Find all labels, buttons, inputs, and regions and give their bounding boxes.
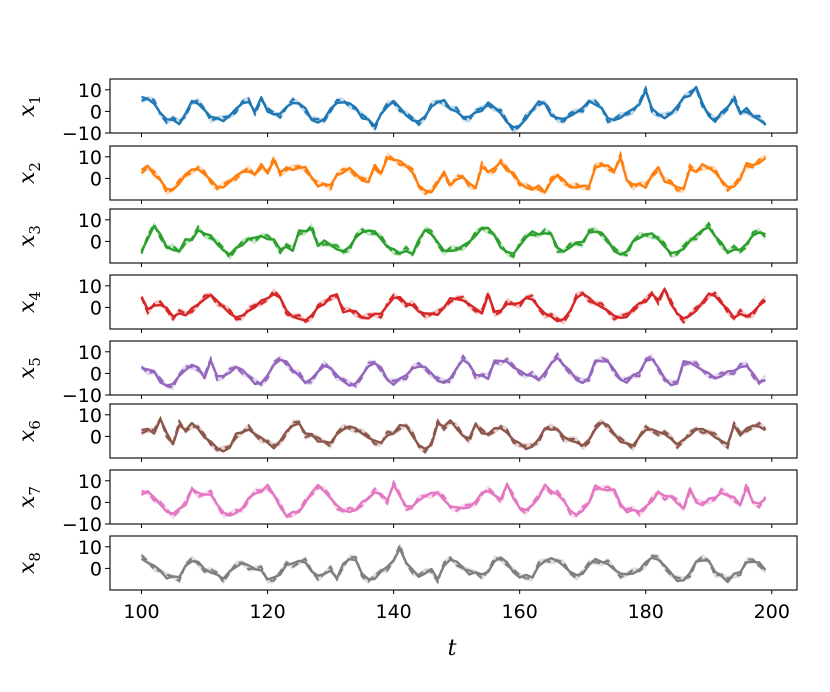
y-label-subscript: 1 [26, 95, 44, 105]
y-tick-label: 10 [78, 471, 102, 493]
y-label-main: x [15, 104, 40, 117]
panel-7-frame [109, 469, 798, 525]
x-tick-label: 120 [249, 601, 285, 623]
panel-1-frame [109, 78, 798, 134]
panel-8: 100 x8 [15, 535, 798, 594]
panel-8-solid-series [140, 547, 767, 584]
y-axis-label-1: x1 [15, 95, 44, 117]
y-label-subscript: 4 [26, 291, 44, 301]
panel-4: 100 x4 [15, 274, 798, 333]
panel-7-plot [140, 479, 767, 520]
panel-3-frame [109, 208, 798, 264]
panel-7-dashed-series [141, 479, 767, 519]
y-tick-label: 0 [90, 558, 102, 580]
panel-4-solid-series [140, 287, 767, 323]
panel-8-frame [109, 535, 798, 591]
panel-8-band [141, 542, 766, 585]
panel-4-frame [109, 274, 798, 330]
y-label-subscript: 7 [26, 486, 44, 496]
panel-4-plot [140, 286, 767, 325]
panel-5-plot [140, 351, 767, 391]
y-tick-label: 0 [90, 101, 102, 123]
y-label-main: x [15, 495, 40, 508]
panel-2-band [141, 151, 766, 197]
y-tick-label: 0 [90, 363, 102, 385]
y-label-subscript: 5 [26, 357, 44, 367]
y-tick-label: 10 [78, 147, 102, 169]
y-axis-label-8: x8 [15, 552, 44, 574]
y-label-main: x [15, 300, 40, 313]
panel-8-plot [140, 541, 767, 585]
y-axis-label-7: x7 [15, 486, 44, 508]
panel-2-frame [109, 145, 798, 201]
panel-5-dashed-series [140, 351, 767, 389]
y-tick-label: −10 [62, 514, 102, 536]
y-tick-label: 10 [78, 80, 102, 102]
panel-6: 100 x6 [15, 403, 798, 462]
y-axis-label-2: x2 [15, 162, 44, 184]
y-label-main: x [15, 429, 40, 442]
panel-3-solid-series [140, 224, 766, 256]
panel-1: 100−10 x1 [15, 78, 798, 145]
y-label-subscript: 6 [26, 420, 44, 430]
y-tick-label: −10 [62, 123, 102, 145]
panel-2-dashed-series [140, 150, 766, 196]
panel-7: 100−10 x7 [15, 469, 798, 536]
y-tick-label: 10 [78, 537, 102, 559]
x-tick-label: 100 [123, 601, 159, 623]
y-label-main: x [15, 366, 40, 379]
panel-3: 100 x3 [15, 208, 798, 267]
panel-5-solid-series [141, 356, 766, 387]
panel-2: 100 x2 [15, 145, 798, 204]
y-tick-label: 0 [90, 492, 102, 514]
panel-6-frame [109, 403, 798, 459]
y-label-subscript: 3 [26, 225, 44, 235]
y-tick-label: 10 [78, 405, 102, 427]
y-label-subscript: 2 [26, 162, 44, 172]
y-tick-label: 0 [90, 297, 102, 319]
panel-1-plot [141, 84, 767, 133]
y-axis-label-6: x6 [15, 420, 44, 442]
x-axis-label: t [448, 636, 457, 661]
y-axis-label-5: x5 [15, 357, 44, 379]
y-label-subscript: 8 [26, 552, 44, 562]
panel-5: 100−10 x5 [15, 340, 798, 407]
x-tick-label: 160 [502, 601, 538, 623]
y-axis-label-3: x3 [15, 225, 44, 247]
panel-7-solid-series [140, 482, 767, 518]
panel-6-solid-series [141, 417, 767, 453]
y-label-main: x [15, 171, 40, 184]
y-tick-label: 0 [90, 426, 102, 448]
panel-3-band [141, 220, 766, 261]
x-axis: 100 120 140 160 180 200 [123, 601, 790, 623]
panel-6-plot [141, 415, 767, 455]
panel-5-frame [109, 340, 798, 396]
y-tick-label: −10 [62, 385, 102, 407]
panels-group: 100−10x1100x2100x3100x4100−10x5100x6100−… [15, 78, 798, 594]
x-tick-label: 140 [375, 601, 411, 623]
y-tick-label: 10 [78, 276, 102, 298]
panel-2-solid-series [140, 156, 767, 194]
y-label-main: x [15, 561, 40, 574]
x-tick-label: 200 [754, 601, 790, 623]
panel-3-plot [140, 220, 767, 261]
y-label-main: x [15, 234, 40, 247]
y-tick-label: 0 [90, 231, 102, 253]
y-axis-label-4: x4 [15, 291, 44, 313]
panel-1-solid-series [141, 85, 767, 129]
y-tick-label: 0 [90, 168, 102, 190]
x-tick-label: 180 [628, 601, 664, 623]
panel-2-plot [140, 150, 767, 197]
y-tick-label: 10 [78, 342, 102, 364]
y-tick-label: 10 [78, 210, 102, 232]
